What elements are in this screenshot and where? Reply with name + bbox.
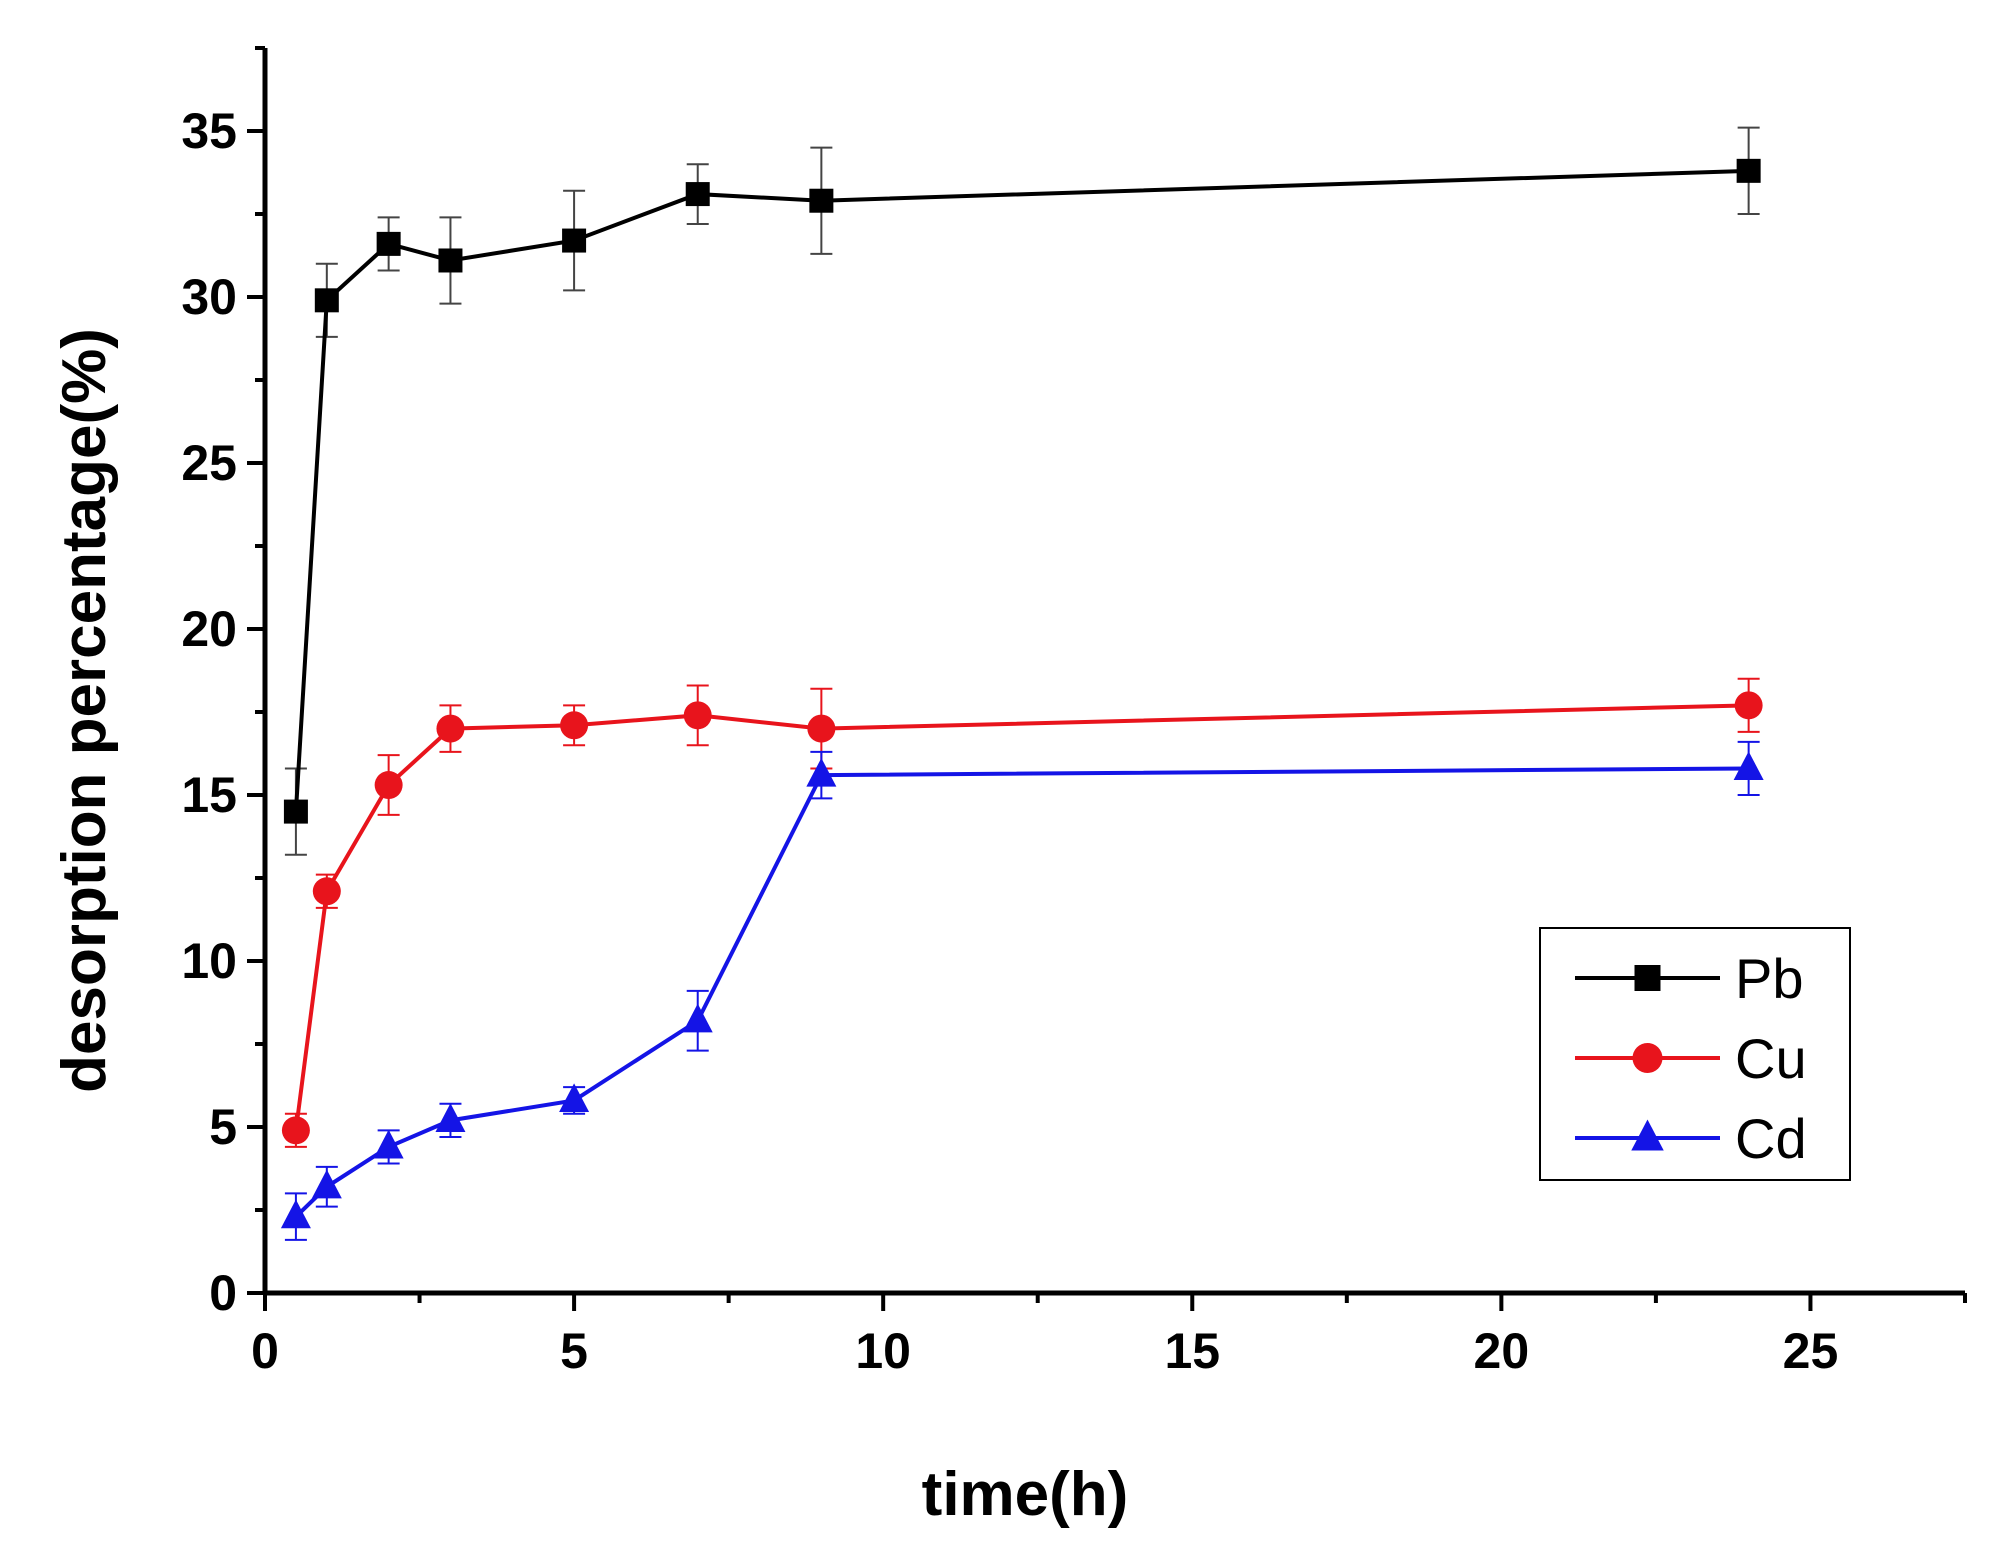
series-layer — [280, 126, 1764, 1241]
x-tick-label: 10 — [855, 1323, 911, 1379]
data-point-cd — [311, 1169, 342, 1199]
data-point-pb — [283, 799, 308, 824]
y-tick-label: 15 — [181, 767, 237, 823]
data-point-cu — [1734, 691, 1763, 720]
axes: 0 5 10 15 20 25 30 35 0 5 10 15 20 25 — [181, 46, 1967, 1379]
legend-marker-cd — [1631, 1119, 1664, 1151]
legend-label-cd: Cd — [1735, 1107, 1807, 1170]
legend-label-cu: Cu — [1735, 1027, 1807, 1090]
data-point-cu — [683, 701, 712, 730]
y-tick-label: 0 — [209, 1265, 237, 1321]
data-point-cu — [312, 877, 341, 906]
data-point-cu — [560, 711, 589, 740]
series-line-cd — [294, 766, 1749, 1219]
x-tick-label: 20 — [1474, 1323, 1530, 1379]
y-tick-label: 35 — [181, 103, 237, 159]
y-tick-label: 25 — [181, 435, 237, 491]
y-tick-label: 10 — [181, 933, 237, 989]
data-point-pb — [314, 288, 339, 313]
data-point-pb — [562, 228, 587, 253]
data-point-cd — [280, 1199, 311, 1229]
data-point-pb — [376, 231, 401, 256]
series-cd — [280, 740, 1764, 1241]
data-point-pb — [1736, 158, 1761, 183]
data-point-pb — [809, 188, 834, 213]
y-tick-label: 30 — [181, 269, 237, 325]
data-point-cd — [1733, 751, 1764, 781]
data-point-cd — [806, 757, 837, 787]
legend: Pb Cu Cd — [1539, 927, 1851, 1181]
series-pb — [283, 126, 1761, 856]
x-tick-label: 15 — [1164, 1323, 1220, 1379]
y-tick-label: 5 — [209, 1099, 237, 1155]
x-tick-label: 25 — [1783, 1323, 1839, 1379]
y-axis-title: desorption percentage(%) — [50, 328, 119, 1093]
data-point-pb — [438, 248, 463, 273]
data-point-cu — [374, 771, 403, 800]
y-tick-label: 20 — [181, 601, 237, 657]
legend-marker-pb — [1634, 965, 1661, 991]
data-point-cd — [682, 1003, 713, 1033]
data-point-cd — [559, 1083, 590, 1113]
data-point-cu — [281, 1116, 310, 1145]
data-point-pb — [685, 182, 710, 207]
data-point-cu — [436, 714, 465, 743]
data-point-cd — [373, 1129, 404, 1159]
data-point-cd — [435, 1103, 466, 1132]
x-axis-title: time(h) — [922, 1460, 1129, 1529]
x-tick-label: 5 — [560, 1323, 588, 1379]
legend-label-pb: Pb — [1735, 947, 1804, 1010]
data-point-cu — [807, 714, 836, 743]
series-line-cu — [293, 703, 1749, 1131]
series-line-pb — [293, 168, 1749, 812]
legend-marker-cu — [1632, 1043, 1663, 1073]
x-tick-label: 0 — [251, 1323, 279, 1379]
